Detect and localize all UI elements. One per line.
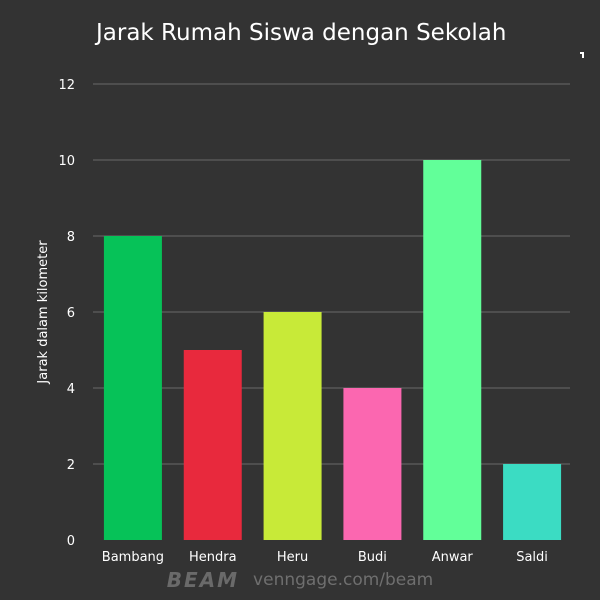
bar-heru: [263, 312, 322, 540]
y-tick-labels: 0 2 4 6 8 10 12: [58, 78, 75, 549]
y-tick-label: 8: [67, 230, 75, 245]
footer-brand-bar: BEAM venngage.com/beam: [0, 568, 600, 592]
y-tick-label: 10: [58, 154, 75, 169]
x-tick-label: Anwar: [432, 550, 474, 565]
y-axis-label: Jarak dalam kilometer: [36, 240, 51, 385]
bar-hendra: [183, 350, 242, 540]
y-tick-label: 6: [67, 306, 75, 321]
y-tick-label: 4: [67, 382, 75, 397]
x-tick-label: Saldi: [516, 550, 548, 565]
brand-link[interactable]: venngage.com/beam: [253, 570, 434, 590]
x-tick-label: Heru: [277, 550, 308, 565]
y-tick-label: 0: [67, 534, 75, 549]
x-tick-labels: Bambang Hendra Heru Budi Anwar Saldi: [102, 550, 548, 565]
x-tick-label: Hendra: [189, 550, 237, 565]
bar-budi: [343, 388, 402, 540]
y-tick-label: 2: [67, 458, 75, 473]
chart-title: Jarak Rumah Siswa dengan Sekolah: [96, 20, 507, 46]
brand-logo: BEAM: [166, 568, 240, 592]
bar-anwar: [423, 160, 482, 540]
corner-mark-icon: [580, 52, 584, 58]
x-tick-label: Bambang: [102, 550, 164, 565]
bar-saldi: [503, 464, 562, 540]
x-tick-label: Budi: [358, 550, 387, 565]
bar-bambang: [103, 236, 162, 540]
bar-layer: [103, 160, 562, 540]
grid-layer: [93, 83, 570, 465]
y-tick-label: 12: [58, 78, 75, 93]
